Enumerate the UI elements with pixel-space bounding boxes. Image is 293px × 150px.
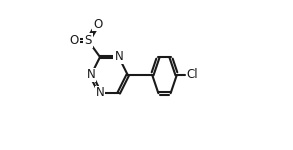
Text: N: N: [96, 87, 104, 99]
Text: S: S: [84, 34, 92, 47]
Text: O: O: [93, 18, 102, 30]
Text: O: O: [70, 34, 79, 47]
Text: Cl: Cl: [187, 69, 198, 81]
Text: N: N: [114, 51, 123, 63]
Text: N: N: [87, 69, 96, 81]
